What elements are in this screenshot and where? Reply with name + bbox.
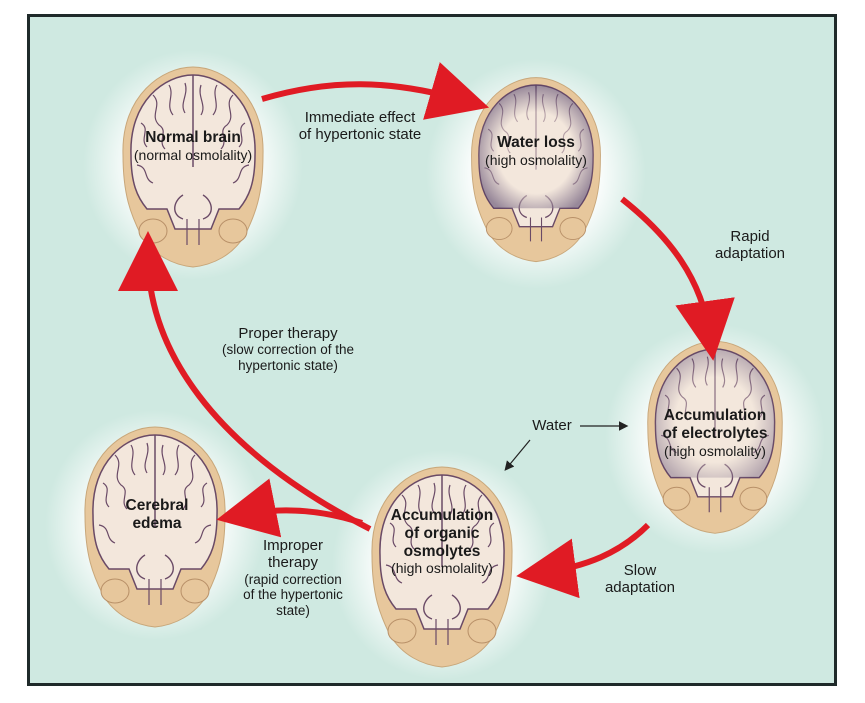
rapid-line-2: adaptation [714,245,786,263]
label-organic-osmolytes: Accumulation of organic osmolytes (high … [362,507,522,577]
arrow-immediate-effect [261,62,490,120]
water-arrow-down [504,439,531,471]
arrow-proper-therapy [118,231,372,532]
electrolytes-title-1: Accumulation [663,407,767,424]
label-water-loss: Water loss (high osmolality) [456,134,616,168]
improper-line-3: (rapid correction [244,571,342,587]
label-electrolytes: Accumulation of electrolytes (high osmol… [635,407,795,459]
organic-sub: (high osmolality) [391,560,493,577]
electrolytes-title-2: of electrolytes [662,424,768,442]
improper-line-1: Improper [262,537,324,554]
water-loss-title: Water loss [497,134,575,151]
water-loss-sub: (high osmolality) [485,151,587,168]
label-normal-brain: Normal brain (normal osmolality) [113,129,273,163]
proper-line-2: (slow correction of the [221,342,355,358]
organic-title-2: of organic [404,524,480,542]
proper-line-3: hypertonic state) [238,357,338,373]
electrolytes-sub: (high osmolality) [664,442,766,459]
normal-brain-title: Normal brain [145,129,241,146]
label-cerebral-edema: Cerebral edema [92,497,222,533]
rapid-line-1: Rapid [730,228,770,245]
proper-line-1: Proper therapy [238,325,338,342]
brain-electrolytes [647,340,783,535]
edema-title-2: edema [132,514,182,532]
improper-line-2: therapy [267,554,319,572]
arrow-slow-adaptation [516,522,651,599]
improper-line-5: state) [276,602,310,618]
diagram-artwork [45,50,825,680]
label-rapid-adaptation: Rapid adaptation [695,228,805,263]
normal-brain-sub: (normal osmolality) [133,146,253,163]
organic-title-3: osmolytes [403,542,481,560]
edema-title-1: Cerebral [125,497,189,514]
label-water: Water [532,417,572,434]
label-immediate-effect: Immediate effect of hypertonic state [270,109,450,144]
diagram-frame: Normal brain (normal osmolality) Water l… [27,14,837,686]
brain-normal [122,66,264,268]
slow-line-1: Slow [623,562,657,579]
brain-water-loss [470,76,602,263]
label-slow-adaptation: Slow adaptation [585,562,695,597]
improper-line-4: of the hypertonic [243,587,343,603]
organic-title-1: Accumulation [390,507,494,524]
arrow-improper-therapy [216,478,363,538]
label-proper-therapy: Proper therapy (slow correction of the h… [198,325,378,373]
arrow-rapid-adaptation [620,196,735,361]
immediate-line-1: Immediate effect [304,109,416,126]
label-improper-therapy: Improper therapy (rapid correction of th… [228,537,358,618]
slow-line-2: adaptation [604,579,676,597]
immediate-line-2: of hypertonic state [298,126,422,144]
